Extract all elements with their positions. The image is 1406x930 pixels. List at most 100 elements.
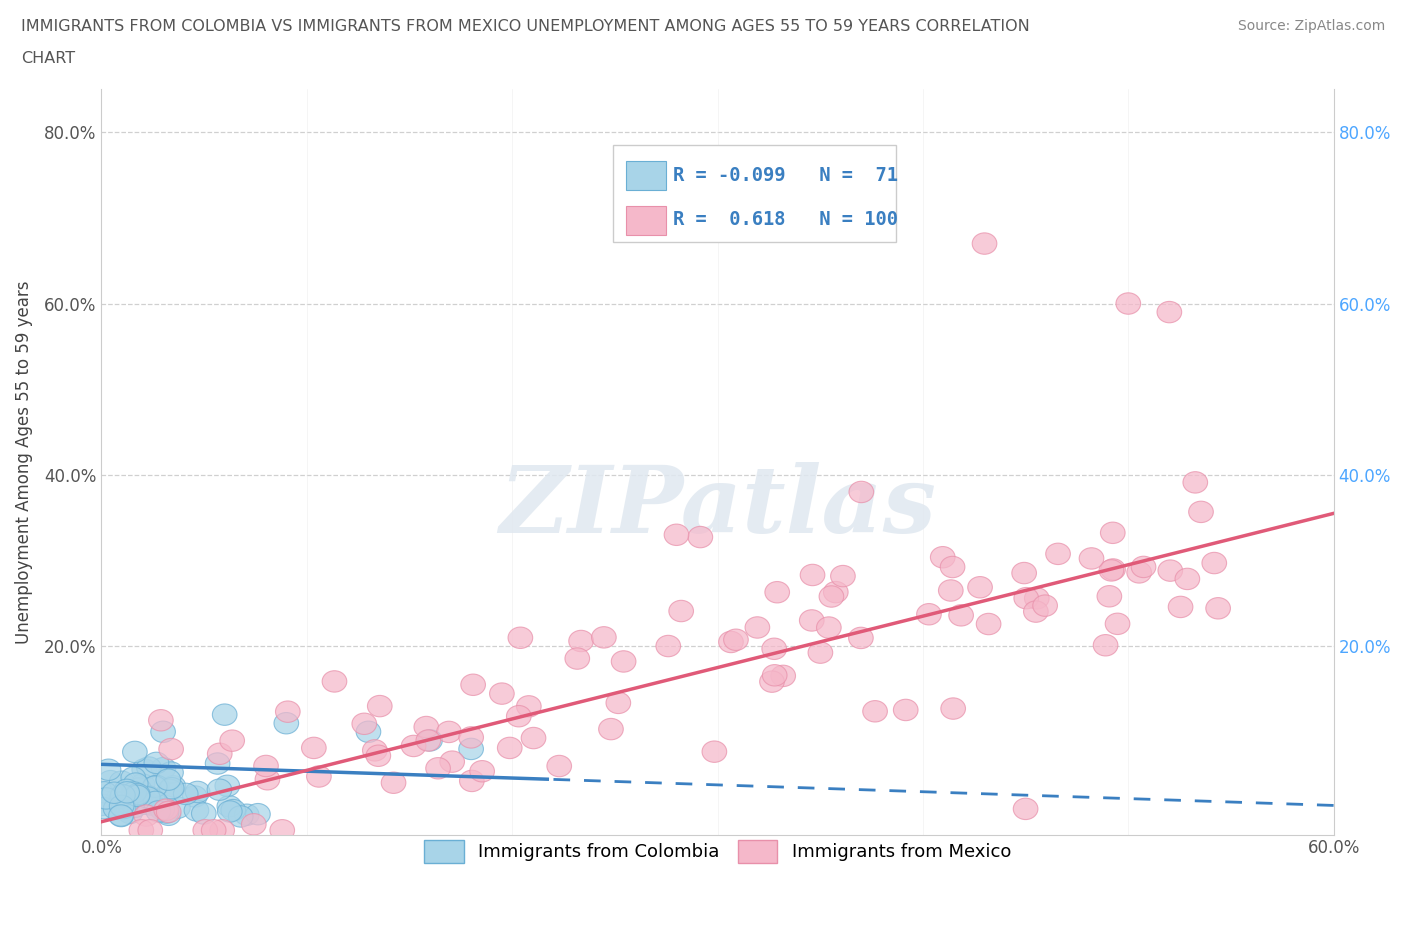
Ellipse shape <box>138 793 163 815</box>
Ellipse shape <box>824 581 848 603</box>
Ellipse shape <box>235 804 259 826</box>
Ellipse shape <box>1101 522 1125 543</box>
Ellipse shape <box>1168 596 1192 618</box>
Ellipse shape <box>765 581 790 603</box>
Ellipse shape <box>208 743 232 764</box>
Ellipse shape <box>221 800 246 821</box>
Ellipse shape <box>191 803 217 824</box>
Ellipse shape <box>114 779 139 801</box>
Ellipse shape <box>1132 556 1156 578</box>
Ellipse shape <box>508 627 533 648</box>
Legend: Immigrants from Colombia, Immigrants from Mexico: Immigrants from Colombia, Immigrants fro… <box>416 832 1018 870</box>
Ellipse shape <box>1025 588 1049 609</box>
Ellipse shape <box>217 796 242 817</box>
Ellipse shape <box>657 635 681 657</box>
Ellipse shape <box>1157 301 1181 323</box>
Ellipse shape <box>413 716 439 737</box>
Ellipse shape <box>941 556 965 578</box>
Ellipse shape <box>688 526 713 548</box>
Ellipse shape <box>762 665 787 686</box>
Ellipse shape <box>193 819 218 841</box>
Ellipse shape <box>135 787 160 808</box>
Ellipse shape <box>437 721 461 743</box>
Ellipse shape <box>565 648 589 670</box>
Ellipse shape <box>1159 560 1182 581</box>
Ellipse shape <box>938 579 963 601</box>
Ellipse shape <box>1080 548 1104 569</box>
Ellipse shape <box>1099 560 1123 581</box>
Ellipse shape <box>253 755 278 777</box>
Ellipse shape <box>931 547 955 568</box>
Ellipse shape <box>401 736 426 757</box>
Ellipse shape <box>142 776 167 797</box>
Ellipse shape <box>153 799 179 820</box>
Ellipse shape <box>117 794 142 816</box>
Ellipse shape <box>212 704 238 725</box>
Ellipse shape <box>426 758 450 779</box>
Ellipse shape <box>162 776 186 797</box>
Ellipse shape <box>831 565 855 587</box>
Ellipse shape <box>115 781 139 803</box>
FancyBboxPatch shape <box>613 145 896 242</box>
Ellipse shape <box>157 779 183 801</box>
Ellipse shape <box>1094 634 1118 656</box>
Ellipse shape <box>569 631 593 652</box>
Ellipse shape <box>458 726 484 748</box>
Ellipse shape <box>307 765 332 787</box>
Ellipse shape <box>219 730 245 751</box>
Ellipse shape <box>893 699 918 721</box>
Ellipse shape <box>1188 501 1213 523</box>
Ellipse shape <box>207 779 232 801</box>
Ellipse shape <box>131 782 155 804</box>
Ellipse shape <box>1202 552 1226 574</box>
Ellipse shape <box>143 752 169 774</box>
Ellipse shape <box>155 802 179 823</box>
Ellipse shape <box>367 696 392 717</box>
Ellipse shape <box>1116 293 1140 314</box>
Ellipse shape <box>156 804 181 826</box>
Ellipse shape <box>1206 598 1230 619</box>
Ellipse shape <box>724 629 748 650</box>
Ellipse shape <box>150 799 174 820</box>
Ellipse shape <box>96 759 121 780</box>
Ellipse shape <box>1012 563 1036 584</box>
Ellipse shape <box>770 665 796 686</box>
Ellipse shape <box>156 801 181 822</box>
Ellipse shape <box>108 805 134 827</box>
Ellipse shape <box>128 790 152 812</box>
Ellipse shape <box>366 745 391 766</box>
Ellipse shape <box>118 803 142 824</box>
Ellipse shape <box>141 790 166 811</box>
Ellipse shape <box>209 819 235 841</box>
Ellipse shape <box>98 770 122 791</box>
Text: ZIPatlas: ZIPatlas <box>499 461 936 551</box>
Ellipse shape <box>612 651 636 672</box>
Ellipse shape <box>110 795 134 817</box>
Text: Source: ZipAtlas.com: Source: ZipAtlas.com <box>1237 19 1385 33</box>
Ellipse shape <box>110 771 134 792</box>
Ellipse shape <box>506 706 531 727</box>
Ellipse shape <box>800 565 825 586</box>
Ellipse shape <box>111 797 136 818</box>
Text: R =  0.618   N = 100: R = 0.618 N = 100 <box>673 210 898 230</box>
Ellipse shape <box>138 790 163 811</box>
Ellipse shape <box>1033 595 1057 617</box>
Ellipse shape <box>470 761 495 782</box>
Ellipse shape <box>941 698 966 719</box>
Ellipse shape <box>125 783 150 805</box>
Ellipse shape <box>143 791 167 813</box>
Ellipse shape <box>145 776 169 797</box>
Ellipse shape <box>917 604 941 625</box>
Ellipse shape <box>498 737 522 759</box>
Ellipse shape <box>108 804 134 826</box>
Ellipse shape <box>131 774 155 795</box>
Ellipse shape <box>976 613 1001 635</box>
Ellipse shape <box>138 819 163 841</box>
Ellipse shape <box>201 819 226 841</box>
Ellipse shape <box>669 601 693 622</box>
Ellipse shape <box>849 627 873 648</box>
Ellipse shape <box>352 713 377 735</box>
Ellipse shape <box>129 819 153 841</box>
Ellipse shape <box>1182 472 1208 493</box>
Text: CHART: CHART <box>21 51 75 66</box>
